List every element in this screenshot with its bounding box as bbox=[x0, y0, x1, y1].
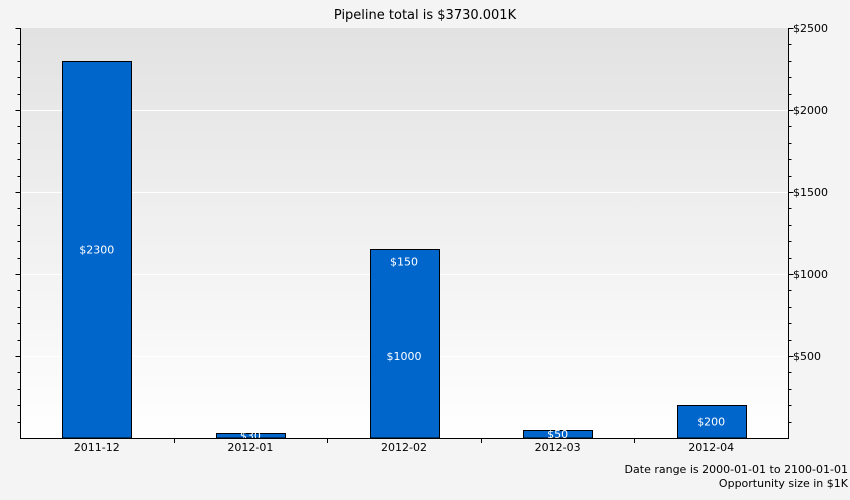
y-tick-label-0: $500 bbox=[793, 350, 821, 363]
axes: $500 $1000 $1500 $2000 $2500 2011-12 2012-01 20… bbox=[15, 22, 828, 454]
y-tick-label-2: $1500 bbox=[793, 186, 828, 199]
x-tick-label-2011-12: 2011-12 bbox=[74, 441, 120, 454]
bar-value-label-2-1: $1000 bbox=[387, 350, 422, 363]
bar-value-label-1-0: $30 bbox=[240, 430, 261, 443]
date-range-note: Date range is 2000-01-01 to 2100-01-01 bbox=[625, 463, 848, 476]
bar-value-label-3-0: $50 bbox=[547, 428, 568, 441]
x-tick-label-2012-02: 2012-02 bbox=[381, 441, 427, 454]
y-tick-label-1: $1000 bbox=[793, 268, 828, 281]
x-tick-label-2012-03: 2012-03 bbox=[535, 441, 581, 454]
y-tick-label-4: $2500 bbox=[793, 22, 828, 35]
opportunity-size-note: Opportunity size in $1K bbox=[719, 477, 849, 490]
bar-value-label-0-0: $2300 bbox=[79, 243, 114, 256]
y-tick-label-3: $2000 bbox=[793, 104, 828, 117]
chart-title: Pipeline total is $3730.001K bbox=[334, 8, 517, 23]
bar-value-label-2-0: $150 bbox=[390, 256, 418, 269]
bar-value-label-4-0: $200 bbox=[697, 416, 725, 429]
x-tick-label-2012-04: 2012-04 bbox=[688, 441, 734, 454]
bar-2012-02 bbox=[370, 249, 440, 439]
bar-2012-04 bbox=[677, 405, 747, 439]
x-tick-label-2012-01: 2012-01 bbox=[227, 441, 273, 454]
